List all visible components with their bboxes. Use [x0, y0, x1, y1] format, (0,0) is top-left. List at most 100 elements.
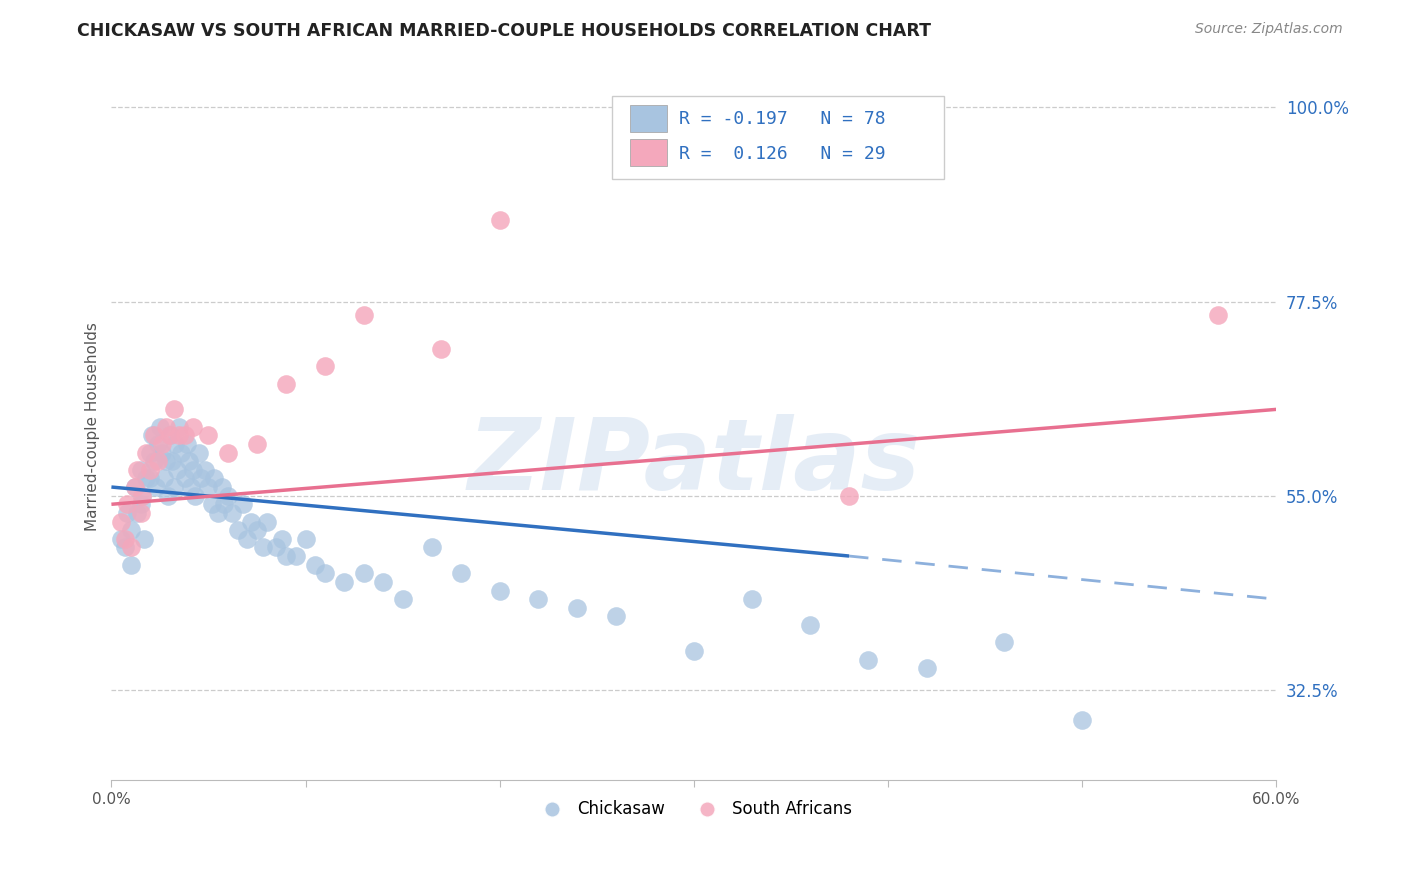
Text: ZIPatlas: ZIPatlas: [467, 414, 921, 510]
Point: [180, 480, 202, 494]
Point: [159, 428, 181, 442]
Point: [153, 471, 176, 485]
Point: [159, 428, 181, 442]
Point: [212, 497, 235, 511]
Point: [333, 574, 356, 589]
Point: [143, 454, 166, 468]
Point: [391, 592, 413, 607]
Point: [162, 480, 184, 494]
Text: R = -0.197   N = 78: R = -0.197 N = 78: [679, 110, 886, 128]
Point: [160, 454, 183, 468]
Point: [120, 558, 142, 572]
Point: [1206, 308, 1229, 322]
Point: [274, 376, 297, 391]
Point: [194, 463, 217, 477]
Point: [155, 454, 177, 468]
Point: [741, 592, 763, 607]
Point: [125, 506, 148, 520]
Point: [1071, 713, 1094, 727]
Point: [114, 532, 136, 546]
Legend: Chickasaw, South Africans: Chickasaw, South Africans: [529, 794, 859, 825]
Point: [373, 574, 395, 589]
Y-axis label: Married-couple Households: Married-couple Households: [86, 322, 100, 531]
Point: [139, 445, 162, 459]
Text: Source: ZipAtlas.com: Source: ZipAtlas.com: [1195, 22, 1343, 37]
Point: [169, 428, 191, 442]
Point: [202, 471, 225, 485]
Point: [134, 532, 156, 546]
Point: [252, 541, 274, 555]
Point: [145, 480, 167, 494]
Point: [174, 428, 197, 442]
FancyBboxPatch shape: [612, 95, 945, 179]
Point: [221, 506, 243, 520]
Point: [838, 489, 860, 503]
Point: [146, 437, 169, 451]
Point: [256, 515, 278, 529]
Point: [124, 480, 146, 494]
Point: [201, 497, 224, 511]
Point: [197, 480, 219, 494]
Point: [150, 445, 173, 459]
Point: [177, 454, 200, 468]
Point: [294, 532, 316, 546]
Point: [125, 463, 148, 477]
Point: [682, 644, 704, 658]
Point: [156, 489, 179, 503]
Point: [266, 541, 288, 555]
Point: [181, 419, 204, 434]
Point: [304, 558, 326, 572]
Point: [217, 445, 239, 459]
Point: [236, 532, 259, 546]
Point: [170, 445, 193, 459]
Point: [605, 609, 627, 624]
Point: [115, 506, 138, 520]
Point: [166, 463, 188, 477]
Point: [149, 419, 172, 434]
Point: [120, 541, 142, 555]
Point: [131, 489, 153, 503]
Point: [217, 489, 239, 503]
Point: [450, 566, 472, 581]
Point: [488, 212, 510, 227]
Point: [129, 463, 152, 477]
Point: [420, 541, 443, 555]
Point: [353, 308, 375, 322]
Point: [858, 652, 880, 666]
Point: [187, 445, 209, 459]
Bar: [630, 104, 666, 132]
Point: [226, 523, 249, 537]
Point: [488, 583, 510, 598]
Point: [284, 549, 307, 563]
Point: [139, 471, 162, 485]
Point: [993, 635, 1015, 649]
Point: [110, 532, 132, 546]
Point: [129, 497, 152, 511]
Point: [135, 471, 157, 485]
Point: [527, 592, 550, 607]
Point: [143, 428, 166, 442]
Point: [129, 506, 152, 520]
Text: R =  0.126   N = 29: R = 0.126 N = 29: [679, 145, 886, 163]
Point: [135, 445, 157, 459]
Point: [915, 661, 938, 675]
Point: [314, 359, 336, 374]
Point: [353, 566, 375, 581]
Point: [124, 480, 146, 494]
Point: [131, 489, 153, 503]
Point: [246, 523, 269, 537]
Point: [174, 471, 197, 485]
Point: [120, 523, 142, 537]
Point: [141, 428, 163, 442]
Bar: [630, 139, 666, 166]
Point: [139, 463, 162, 477]
Point: [169, 419, 191, 434]
Point: [246, 437, 269, 451]
Point: [146, 454, 169, 468]
Point: [150, 437, 173, 451]
Point: [176, 437, 198, 451]
Point: [197, 428, 219, 442]
Point: [190, 471, 212, 485]
Point: [115, 497, 138, 511]
Point: [114, 541, 136, 555]
